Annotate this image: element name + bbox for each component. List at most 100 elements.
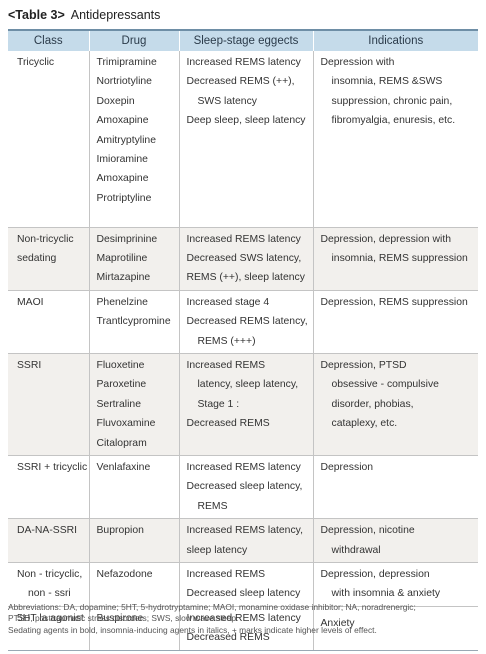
footnote-line: Sedating agents in bold, insomnia-induci… — [8, 624, 377, 635]
table-row: SSRI + tricyclic Venlafaxine Increased REM… — [8, 455, 478, 520]
class-cell: Non-tricyclic sedating — [8, 227, 89, 291]
cell-line: Increased stage 4 — [186, 296, 270, 308]
header-sleep-stage-effects: Sleep-stage eggects — [178, 29, 313, 51]
sleep-effects-cell: Increased REMS latency, sleep latency, Sta… — [178, 353, 313, 456]
cell-line: Paroxetine — [96, 379, 147, 391]
cell-line: Decreased REMS — [186, 418, 270, 430]
cell-line: SWS latency — [197, 95, 257, 107]
table-label: <Table 3> — [8, 8, 65, 22]
cell-line: Decreased sleep latency, — [186, 481, 303, 493]
cell-line: Doxepin — [96, 95, 135, 107]
header-row: Class Drug Sleep-stage eggects Indicatio… — [8, 29, 478, 51]
cell-line: REMS — [197, 500, 228, 512]
table-caption: <Table 3> Antidepressants — [8, 8, 160, 22]
sleep-effects-cell: Increased REMS latency Decreased sleep la… — [178, 455, 313, 520]
cell-line: REMS (+++) — [197, 335, 256, 347]
indications-cell: Depression, depression with insomnia & an… — [312, 562, 478, 607]
table-row: Non - tricyclic, non - ssri Nefazodone Incr… — [8, 562, 478, 607]
cell-line: latency, sleep latency, — [197, 379, 299, 391]
class-cell: DA-NA-SSRI — [8, 518, 89, 563]
cell-line: Buspirone — [96, 612, 144, 624]
cell-line: Amitryptyline — [96, 134, 156, 146]
drug-cell: Nefazodone — [88, 562, 179, 607]
indications-cell: Anxiety — [312, 606, 478, 651]
table-title: Antidepressants — [70, 8, 161, 22]
cell-line: Sertraline — [96, 398, 141, 410]
cell-line: cataplexy, etc. — [331, 418, 398, 430]
cell-line: Decreased SWS latency, — [186, 252, 302, 264]
cell-line: Depression, REMS suppression — [320, 296, 468, 308]
cell-line: Non-tricyclic — [17, 233, 74, 245]
cell-line: Fluvoxamine — [96, 418, 156, 430]
cell-line: obsessive - compulsive — [331, 379, 439, 391]
cell-line: Depression, nicotine — [320, 525, 415, 537]
header-drug: Drug — [88, 29, 179, 51]
class-cell: MAOI — [8, 290, 89, 354]
indications-cell: Depression — [312, 455, 478, 520]
cell-line: Deep sleep, sleep latency — [186, 115, 306, 127]
cell-line: sleep latency — [186, 544, 248, 556]
cell-line: Depression, PTSD — [320, 359, 407, 371]
cell-line: Decreased REMS latency, — [186, 316, 308, 328]
cell-line: with insomnia & anxiety — [331, 588, 441, 600]
cell-line: Amoxapine — [96, 115, 149, 127]
table-row: MAOI Phenelzine Trantlcypromine Increased s… — [8, 290, 478, 354]
table-row: 5HT la agonist Buspirone Increased REMS la… — [8, 606, 478, 651]
sleep-effects-cell: Increased stage 4 Decreased REMS latency,… — [178, 290, 313, 354]
cell-line: Depression, depression with — [320, 233, 452, 245]
cell-line: Bupropion — [96, 525, 144, 537]
cell-line: SSRI — [17, 359, 42, 371]
cell-line: Phenelzine — [96, 296, 148, 308]
class-cell: Tricyclic — [8, 51, 89, 228]
cell-line: insomnia, REMS suppression — [331, 252, 468, 264]
table-row: Non-tricyclic sedating Desimprinine Maproti… — [8, 227, 478, 291]
class-cell: SSRI — [8, 353, 89, 456]
class-cell: 5HT la agonist — [8, 606, 89, 651]
cell-line: Increased REMS latency — [186, 612, 301, 624]
cell-line: Nefazodone — [96, 569, 153, 580]
table-row: DA-NA-SSRI Bupropion Increased REMS latenc… — [8, 518, 478, 563]
cell-line: sedating — [17, 252, 57, 264]
table-footnotes: Abbreviations: DA, dopamine; 5HT, 5-hydr… — [8, 602, 480, 636]
cell-line: Increased REMS latency — [186, 461, 301, 473]
cell-line: Increased REMS latency — [186, 233, 301, 245]
cell-line: Stage 1 : — [197, 398, 240, 410]
drug-cell: Phenelzine Trantlcypromine — [88, 290, 179, 354]
drug-cell: Trimipramine Nortriotyline Doxepin Amoxapin… — [88, 51, 179, 228]
cell-line: Desimprinine — [96, 233, 158, 245]
cell-line: Maprotiline — [96, 252, 148, 264]
class-cell: Non - tricyclic, non - ssri — [8, 562, 89, 607]
class-cell: SSRI + tricyclic — [8, 455, 89, 520]
sleep-effects-cell: Increased REMS latency Decreased REMS — [178, 606, 313, 651]
cell-line: Decreased REMS (++), — [186, 76, 295, 88]
drug-cell: Bupropion — [88, 518, 179, 563]
cell-line: insomnia, REMS &SWS — [331, 76, 443, 88]
cell-line: suppression, chronic pain, — [331, 95, 453, 107]
cell-line: Imioramine — [96, 154, 148, 166]
drug-cell: Fluoxetine Paroxetine Sertraline Fluvoxamin… — [88, 353, 179, 456]
cell-line: REMS (++), sleep latency — [186, 272, 305, 284]
sleep-effects-cell: Increased REMS latency Decreased REMS (++… — [178, 51, 313, 228]
drug-cell: Desimprinine Maprotiline Mirtazapine — [88, 227, 179, 291]
cell-line: Trantlcypromine — [96, 316, 171, 328]
cell-line: withdrawal — [331, 544, 381, 556]
cell-line: Mirtazapine — [96, 272, 151, 284]
table-row: Tricyclic Trimipramine Nortriotyline Doxepi… — [8, 51, 478, 228]
indications-cell: Depression, depression with insomnia, REM… — [312, 227, 478, 291]
drug-cell: Venlafaxine — [88, 455, 179, 520]
table-body: Tricyclic Trimipramine Nortriotyline Doxepi… — [8, 51, 478, 651]
cell-line: Increased REMS latency, — [186, 525, 303, 537]
cell-line: fibromyalgia, enuresis, etc. — [331, 115, 456, 127]
drug-cell: Buspirone — [88, 606, 179, 651]
header-indications: Indications — [312, 29, 478, 51]
cell-line: Amoxapine — [96, 173, 149, 185]
indications-cell: Depression, nicotine withdrawal — [312, 518, 478, 563]
cell-line: SSRI + tricyclic — [17, 461, 88, 473]
cell-line: DA-NA-SSRI — [17, 525, 78, 537]
footnote-line: PTSD, posttraumatic stress disorders; SW… — [8, 613, 239, 624]
cell-line: Protriptyline — [96, 192, 152, 204]
antidepressants-table: Class Drug Sleep-stage eggects Indicatio… — [8, 29, 478, 651]
cell-line: Increased REMS — [186, 359, 266, 371]
sleep-effects-cell: Increased REMS Decreased sleep latency — [178, 562, 313, 607]
cell-line: Fluoxetine — [96, 359, 145, 371]
